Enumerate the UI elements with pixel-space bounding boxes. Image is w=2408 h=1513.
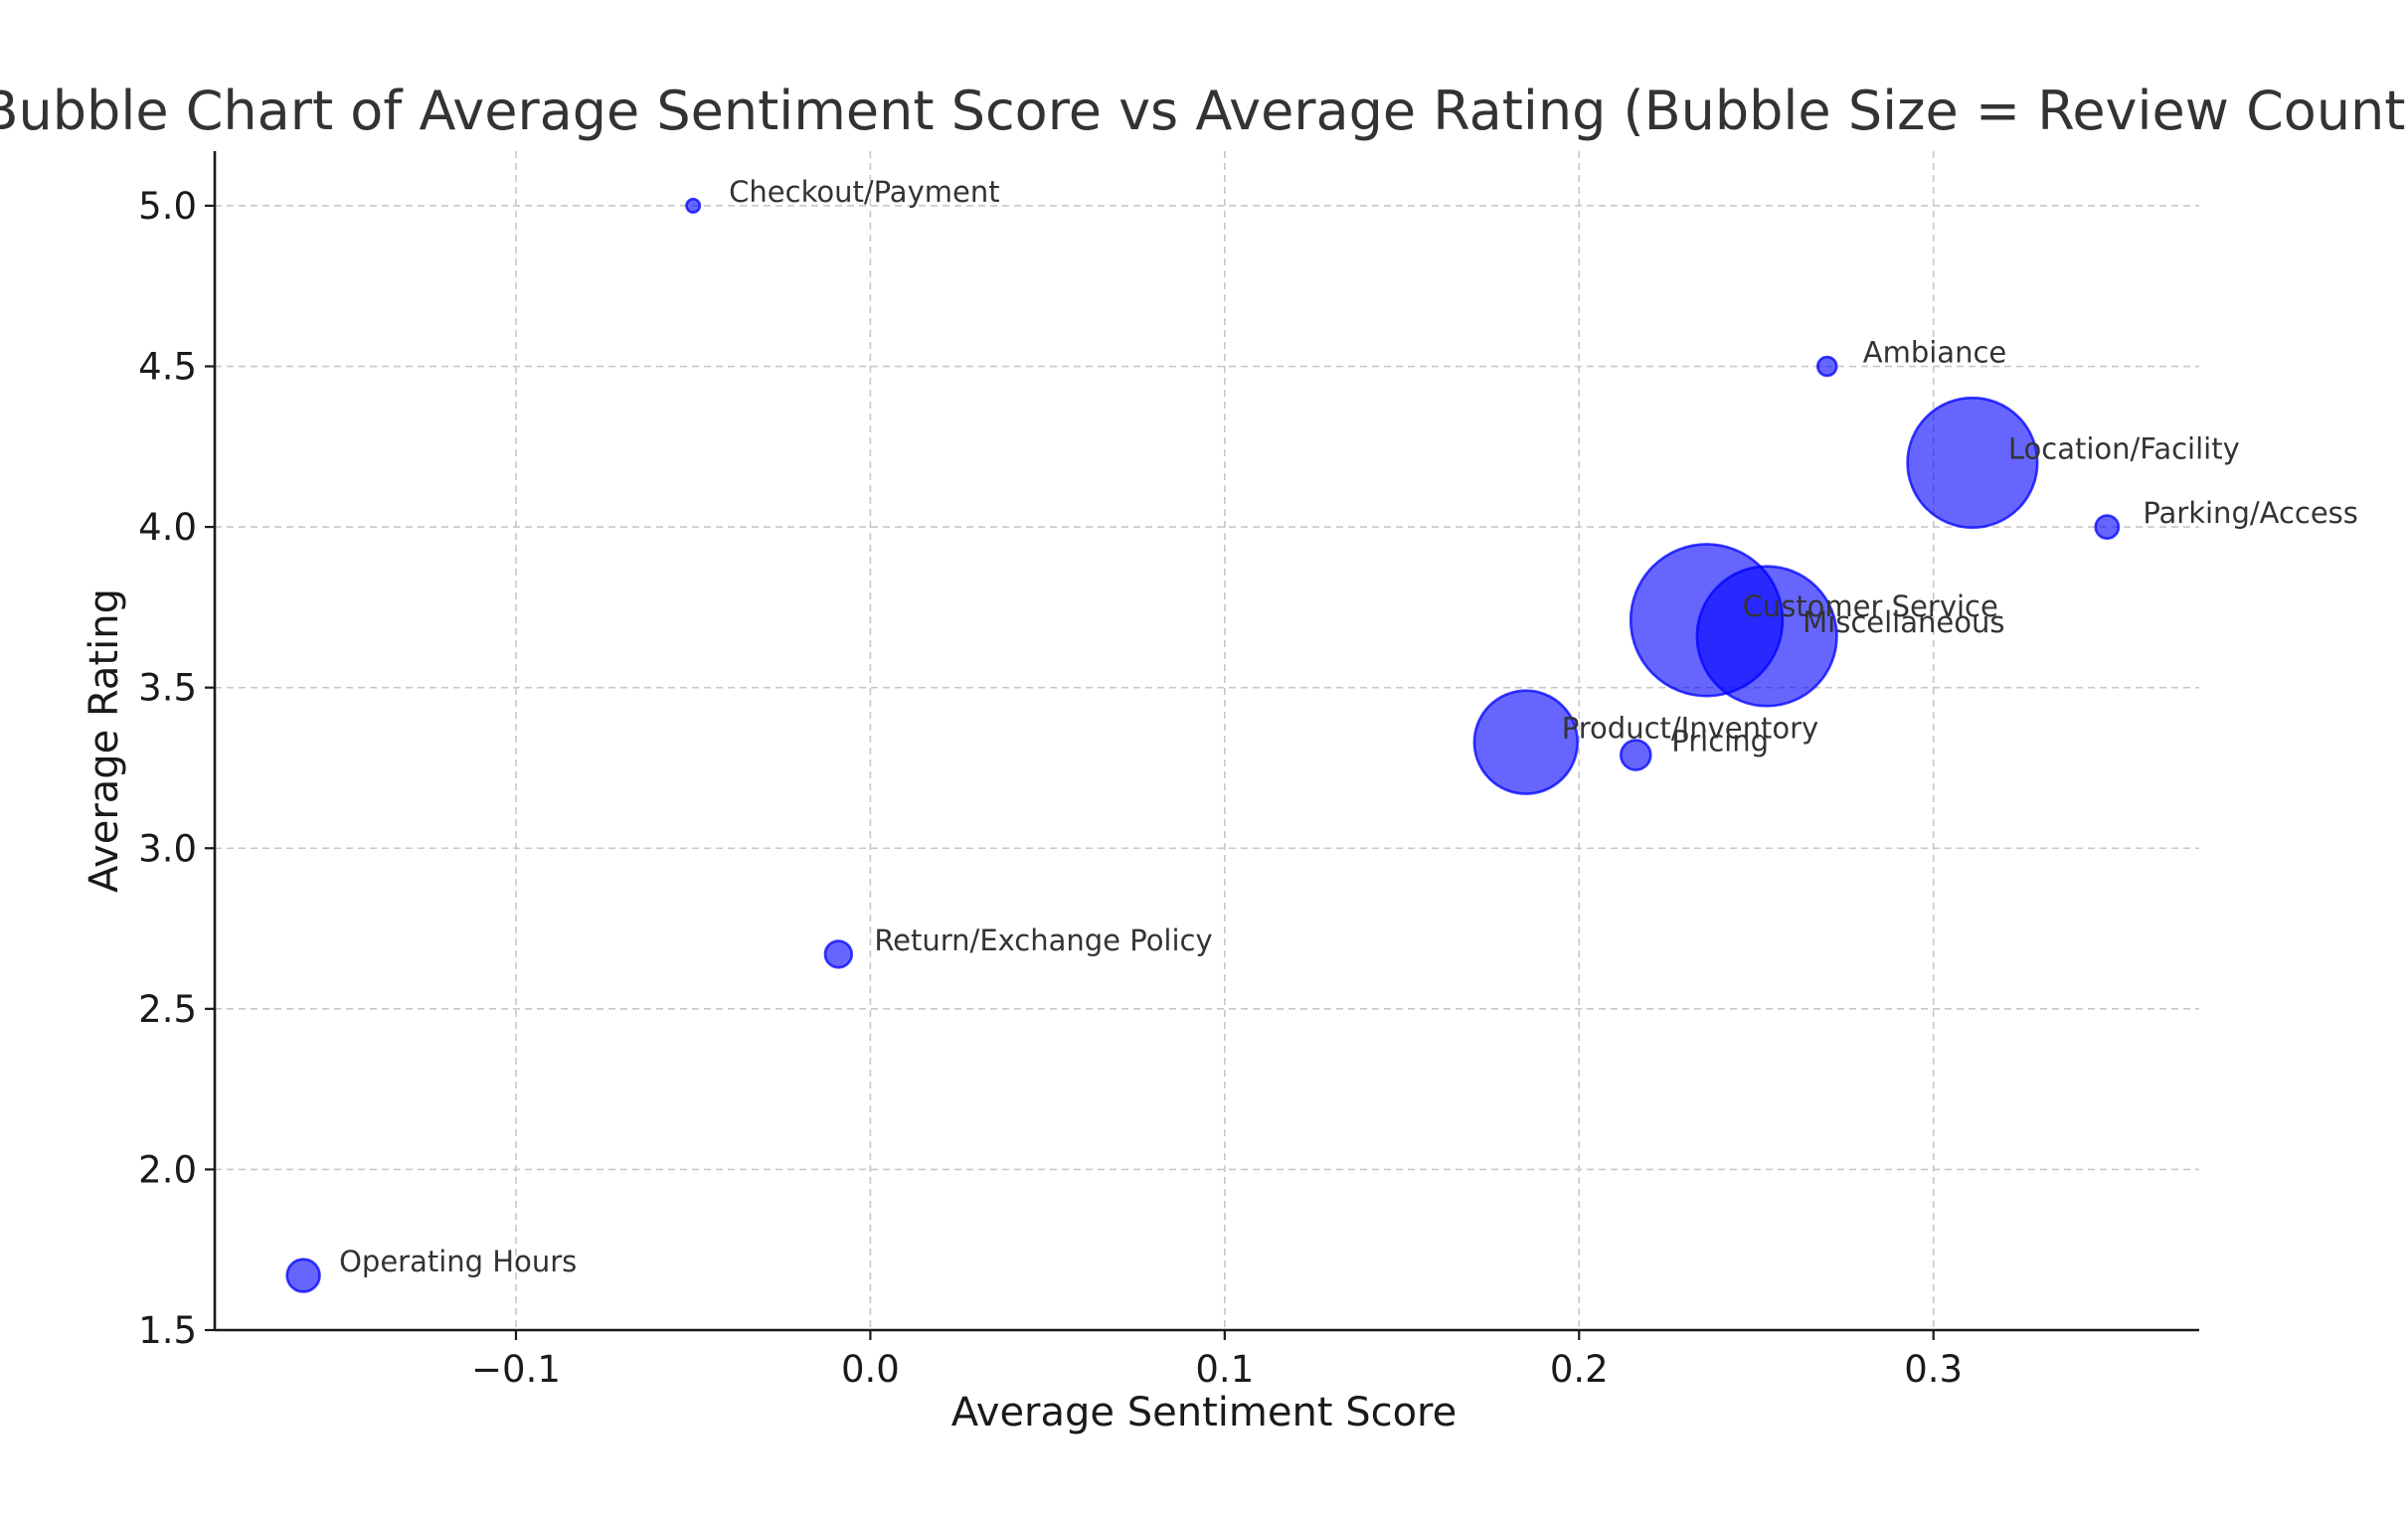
bubble-label: Operating Hours [339,1245,577,1278]
x-tick-label: 0.2 [1550,1348,1609,1391]
bubble [1906,396,2039,530]
bubble-label: Customer Service [1743,589,1998,623]
bubble-label: Return/Exchange Policy [874,924,1212,957]
y-tick-label: 5.0 [138,185,197,228]
y-tick-label: 2.5 [138,988,197,1031]
bubble [285,1258,321,1293]
x-axis-label: Average Sentiment Score [951,1390,1457,1435]
x-tick-label: −0.1 [471,1348,561,1391]
y-tick-label: 3.5 [138,667,197,710]
axes: −0.1 0.0 0.1 0.2 0.3 1.5 2.0 2.5 3.0 3.5 4.0 4.5 5.0 [138,151,2199,1391]
bubble-labels: Checkout/Payment Ambiance Location/Facilit… [339,175,2358,1278]
bubble-label: Product/Inventory [1562,712,1818,746]
y-tick-label: 2.0 [138,1148,197,1191]
bubble-label: Location/Facility [2008,431,2240,465]
bubble [1695,565,1838,708]
bubble-label: Miscellaneous [1803,605,2004,639]
bubble [1619,739,1652,771]
x-tick-label: 0.3 [1904,1348,1963,1391]
x-tick-label: 0.1 [1195,1348,1254,1391]
y-tick-label: 4.5 [138,346,197,389]
y-axis-label: Average Rating [82,588,127,893]
bubble-label: Pricing [1671,725,1769,758]
bubble [1472,689,1579,795]
y-tick-label: 1.5 [138,1309,197,1352]
chart-title: Bubble Chart of Average Sentiment Score … [0,80,2408,142]
bubble-label: Checkout/Payment [729,175,999,209]
bubble [823,939,854,969]
y-tick-label: 3.0 [138,827,197,870]
y-tick-label: 4.0 [138,506,197,549]
bubble [685,197,702,214]
bubbles [285,197,2121,1293]
bubble-label: Ambiance [1863,336,2007,370]
x-tick-label: 0.0 [841,1348,900,1391]
bubble [1815,355,1838,378]
bubble [2094,514,2121,541]
bubble-label: Parking/Access [2143,496,2358,530]
